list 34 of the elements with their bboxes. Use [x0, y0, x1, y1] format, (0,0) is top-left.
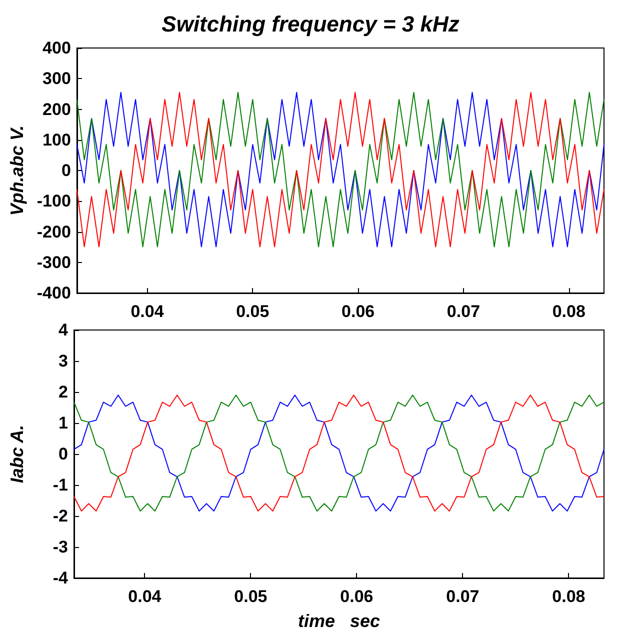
y-tick-label: 0	[58, 444, 68, 464]
y-tick-label: -400	[36, 284, 71, 302]
x-tick-label: 0.07	[446, 302, 480, 321]
y-axis-title: Iabc A.	[7, 424, 27, 484]
y-tick-label: 1	[58, 414, 68, 432]
y-tick-label: 0	[61, 161, 71, 180]
x-tick-label: 0.05	[236, 302, 270, 321]
chart-title: Switching frequency = 3 kHz	[162, 12, 460, 36]
y-tick-label: 400	[42, 38, 71, 58]
line-series	[74, 394, 604, 512]
y-tick-label: 2	[58, 382, 68, 402]
y-tick-label: -2	[52, 506, 68, 526]
y-tick-label: -4	[52, 568, 69, 588]
y-tick-label: -1	[52, 476, 68, 494]
x-tick-label: 0.08	[552, 587, 586, 606]
y-tick-label: -200	[36, 222, 71, 242]
x-tick-label: 0.07	[446, 587, 480, 606]
y-tick-label: 100	[42, 130, 71, 150]
y-tick-label: 3	[58, 352, 68, 370]
y-tick-label: -3	[52, 538, 68, 556]
x-tick-label: 0.06	[342, 302, 375, 321]
y-tick-label: -100	[36, 192, 71, 211]
line-series	[76, 92, 604, 248]
y-tick-label: 200	[42, 100, 71, 119]
x-tick-label: 0.04	[128, 587, 162, 606]
x-tick-label: 0.08	[552, 302, 586, 321]
y-tick-label: -300	[36, 252, 71, 272]
y-tick-label: 300	[42, 69, 71, 88]
x-tick-label: 0.06	[340, 587, 374, 606]
x-tick-label: 0.05	[234, 587, 268, 606]
y-tick-label: 4	[58, 320, 69, 340]
x-axis-title: time sec	[298, 611, 380, 631]
x-tick-label: 0.04	[130, 302, 164, 321]
y-axis-title: Vph.abc V.	[7, 125, 27, 216]
